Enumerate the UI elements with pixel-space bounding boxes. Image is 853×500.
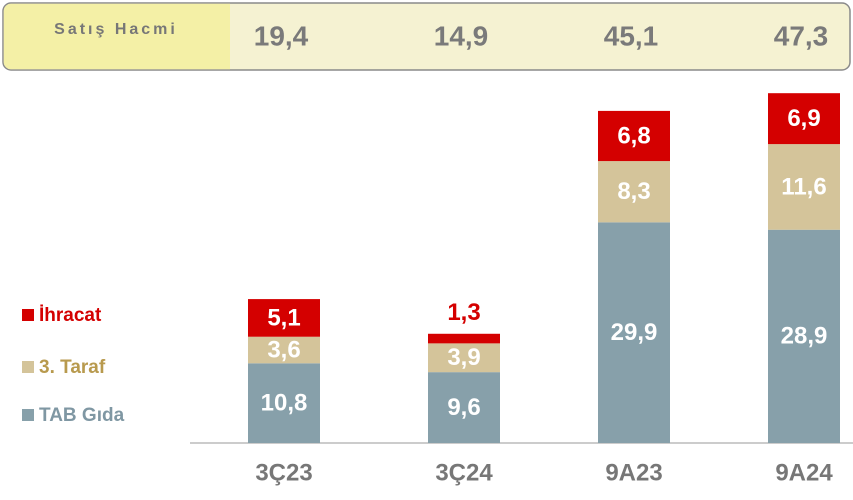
data-label: 6,9 [787,105,820,132]
data-label: 11,6 [781,173,826,200]
data-label: 5,1 [267,304,300,331]
bar-segment [598,222,670,443]
data-label: 28,9 [781,323,828,350]
header-value: 45,1 [604,20,659,51]
bar-segment [428,372,500,443]
bar-segment [428,343,500,373]
x-tick-label: 3Ç23 [255,459,312,486]
header-value: 47,3 [774,20,829,51]
legend-swatch [22,361,34,373]
legend-label: TAB Gıda [39,405,125,426]
header-label-cell [3,3,230,70]
data-label: 6,8 [617,122,650,149]
legend-label: 3. Taraf [39,357,106,378]
legend-label: İhracat [39,305,102,326]
bar-segment [248,363,320,443]
bar-segment [768,93,840,145]
data-label: 8,3 [617,178,650,205]
header-value: 14,9 [434,20,489,51]
bar-segment [248,336,320,364]
data-label: 29,9 [611,319,658,346]
x-tick-label: 9A23 [605,459,662,486]
bar-segment [248,299,320,337]
header-label: Satış Hacmi [54,21,178,38]
legend-swatch [22,409,34,421]
bar-segment [768,229,840,443]
bar-segment [598,161,670,223]
data-label: 9,6 [447,394,480,421]
bar-segment [428,333,500,344]
header-value: 19,4 [254,20,309,51]
x-tick-label: 9A24 [775,459,833,486]
data-label: 3,9 [447,344,480,371]
data-label: 1,3 [447,299,480,326]
data-label: 3,6 [267,336,300,363]
data-label: 10,8 [261,389,308,416]
x-tick-label: 3Ç24 [435,459,493,486]
legend-swatch [22,309,34,321]
bar-segment [598,110,670,162]
bar-segment [768,144,840,230]
